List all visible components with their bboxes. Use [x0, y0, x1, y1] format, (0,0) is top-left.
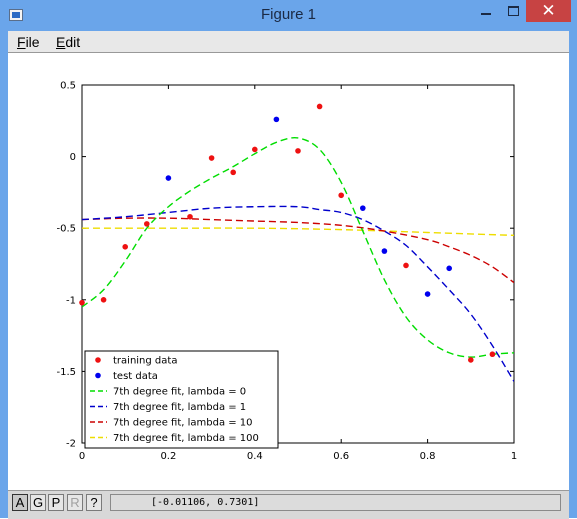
- close-button[interactable]: ✕: [526, 0, 571, 22]
- menu-edit[interactable]: Edit: [56, 34, 80, 50]
- title-bar[interactable]: Figure 1 ✕: [0, 0, 577, 31]
- test-data-point: [273, 116, 280, 123]
- training-data-point: [79, 299, 85, 306]
- fit-line-lambda-10: [82, 217, 514, 284]
- test-data-point: [165, 175, 172, 181]
- legend-entry-training-data-marker: [95, 357, 101, 363]
- legend-entry-fit-lambda-0-label: 7th degree fit, lambda = 0: [113, 387, 246, 398]
- status-bar: A G P R ? [-0.01106, 0.7301]: [8, 490, 569, 519]
- fit-line-lambda-100: [82, 227, 514, 237]
- test-data-point: [446, 265, 453, 272]
- training-data-point: [489, 351, 496, 358]
- autoscale-button[interactable]: A: [12, 494, 28, 511]
- test-data-point: [424, 291, 431, 297]
- legend-entry-fit-lambda-100-label: 7th degree fit, lambda = 100: [113, 433, 259, 444]
- x-tick-label: 1: [511, 451, 517, 462]
- training-data-point: [338, 192, 345, 199]
- legend-entry-test-data-label: test data: [113, 371, 158, 382]
- training-data-point: [403, 262, 409, 269]
- menu-edit-label: dit: [65, 34, 81, 50]
- maximize-button[interactable]: [500, 0, 526, 22]
- chart: 0 0.2 0.4 0.6 0.8 1 -2 -1.5 -1 -0.5 0 0.5 training d…: [56, 81, 517, 463]
- close-icon: ✕: [541, 1, 556, 20]
- training-data-point: [468, 357, 474, 363]
- pan-button[interactable]: P: [48, 494, 64, 511]
- help-button[interactable]: ?: [86, 494, 102, 511]
- legend-entry-training-data-label: training data: [113, 356, 177, 367]
- x-tick-label: 0.2: [160, 451, 176, 462]
- axes-box: [81, 84, 515, 444]
- app-icon: [9, 9, 23, 21]
- training-data-point: [187, 213, 193, 220]
- rotate-button[interactable]: R: [67, 494, 83, 511]
- menu-edit-mnemonic: E: [56, 34, 66, 50]
- grid-toggle-button[interactable]: G: [30, 494, 46, 511]
- window-title: Figure 1: [260, 6, 317, 23]
- training-data-point: [122, 244, 128, 250]
- window-frame-left: [0, 31, 8, 518]
- y-tick-label: -1: [66, 295, 76, 306]
- window-frame-right: [569, 31, 577, 518]
- y-tick-label: 0.5: [60, 81, 76, 92]
- menu-file[interactable]: File: [17, 34, 40, 50]
- training-data-point: [208, 155, 215, 161]
- y-tick-label: -1.5: [56, 367, 76, 378]
- menu-bar: File Edit: [8, 31, 569, 53]
- legend-entry-fit-lambda-1-label: 7th degree fit, lambda = 1: [113, 402, 246, 413]
- y-tick-label: -2: [66, 439, 76, 450]
- training-data-point: [295, 148, 301, 154]
- x-tick-label: 0: [79, 451, 85, 462]
- x-tick-label: 0.4: [247, 451, 263, 462]
- test-data-point: [360, 205, 366, 211]
- x-tick-label: 0.6: [333, 451, 349, 462]
- legend-box: [84, 350, 279, 449]
- training-data-point: [100, 297, 107, 303]
- training-data-point: [316, 103, 323, 110]
- menu-file-label: ile: [25, 34, 40, 50]
- fit-line-lambda-0: [82, 137, 514, 358]
- y-tick-label: -0.5: [56, 224, 76, 235]
- minimize-button[interactable]: [472, 0, 500, 22]
- training-data-point: [230, 169, 236, 176]
- x-tick-label: 0.8: [420, 451, 436, 462]
- legend-entry-test-data-marker: [95, 372, 101, 379]
- coordinate-readout: [-0.01106, 0.7301]: [110, 494, 561, 511]
- fit-line-lambda-1: [82, 205, 514, 382]
- test-data-point: [381, 248, 388, 254]
- plot-canvas[interactable]: 0 0.2 0.4 0.6 0.8 1 -2 -1.5 -1 -0.5 0 0.5 training d…: [8, 53, 569, 490]
- legend-entry-fit-lambda-10-label: 7th degree fit, lambda = 10: [113, 418, 253, 429]
- training-data-point: [144, 221, 150, 227]
- menu-file-mnemonic: F: [17, 34, 26, 50]
- training-data-point: [252, 146, 258, 153]
- y-tick-label: 0: [70, 152, 76, 163]
